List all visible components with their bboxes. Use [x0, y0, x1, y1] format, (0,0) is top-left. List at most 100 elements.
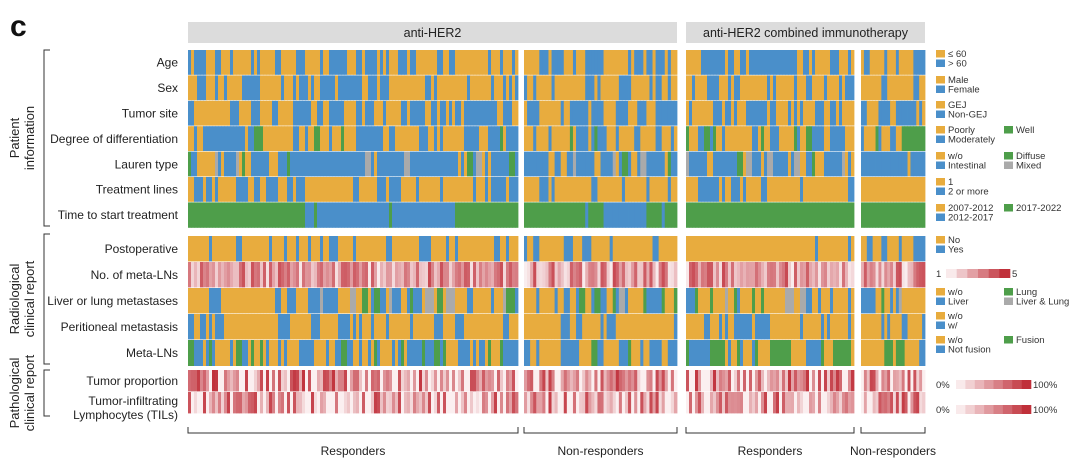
- heatmap-cell: [740, 151, 744, 177]
- heatmap-cell: [536, 236, 540, 262]
- heatmap-cell: [422, 151, 426, 177]
- heatmap-cell: [845, 392, 849, 414]
- heatmap-cell: [560, 262, 565, 288]
- heatmap-cell: [758, 126, 762, 151]
- heatmap-cell: [572, 340, 577, 366]
- heatmap-cell: [686, 177, 690, 202]
- heatmap-cell: [743, 151, 747, 177]
- heatmap-cell: [749, 151, 753, 177]
- heatmap-cell: [368, 126, 372, 151]
- heatmap-cell: [260, 288, 264, 314]
- heatmap-cell: [842, 50, 846, 75]
- heatmap-cell: [673, 177, 678, 202]
- heatmap-cell: [263, 314, 267, 340]
- heatmap-cell: [377, 236, 381, 262]
- heatmap-cell: [389, 370, 393, 392]
- heatmap-cell: [824, 177, 828, 202]
- heatmap-cell: [779, 75, 783, 101]
- heatmap-cell: [695, 126, 699, 151]
- heatmap-cell: [293, 75, 297, 101]
- heatmap-cell: [350, 314, 354, 340]
- heatmap-cell: [239, 392, 243, 414]
- heatmap-cell: [218, 202, 222, 228]
- legend-label: w/o: [947, 311, 963, 322]
- heatmap-cell: [692, 340, 696, 366]
- heatmap-cell: [785, 262, 789, 288]
- heatmap-cell: [242, 75, 246, 101]
- heatmap-cell: [863, 75, 868, 101]
- heatmap-cell: [287, 151, 291, 177]
- heatmap-cell: [188, 177, 192, 202]
- heatmap-cell: [473, 340, 477, 366]
- heatmap-cell: [658, 177, 663, 202]
- heatmap-cell: [649, 50, 653, 75]
- heatmap-cell: [308, 202, 312, 228]
- heatmap-cell: [353, 202, 357, 228]
- heatmap-cell: [401, 50, 405, 75]
- heatmap-cell: [640, 151, 644, 177]
- heatmap-cell: [695, 370, 699, 392]
- heatmap-cell: [245, 100, 249, 126]
- heatmap-cell: [383, 262, 387, 288]
- heatmap-cell: [764, 126, 768, 151]
- heatmap-cell: [326, 75, 330, 101]
- heatmap-cell: [833, 288, 837, 314]
- heatmap-cell: [494, 177, 498, 202]
- heatmap-cell: [719, 151, 723, 177]
- heatmap-cell: [515, 151, 519, 177]
- heatmap-cell: [398, 288, 402, 314]
- heatmap-cell: [895, 75, 900, 101]
- heatmap-cell: [218, 100, 222, 126]
- heatmap-cell: [398, 177, 402, 202]
- heatmap-cell: [224, 151, 228, 177]
- heatmap-cell: [473, 75, 477, 101]
- heatmap-cell: [767, 236, 771, 262]
- heatmap-cell: [395, 314, 399, 340]
- heatmap-cell: [317, 202, 321, 228]
- heatmap-cell: [245, 50, 249, 75]
- legend-swatch: [1004, 288, 1013, 296]
- heatmap-cell: [473, 126, 477, 151]
- heatmap-cell: [308, 50, 312, 75]
- heatmap-cell: [341, 126, 345, 151]
- heatmap-cell: [338, 340, 342, 366]
- heatmap-cell: [275, 236, 279, 262]
- heatmap-cell: [407, 151, 411, 177]
- heatmap-cell: [407, 50, 411, 75]
- heatmap-cell: [455, 370, 459, 392]
- heatmap-cell: [861, 151, 865, 177]
- row-label: Lymphocytes (TILs): [73, 408, 178, 422]
- heatmap-cell: [365, 392, 369, 414]
- heatmap-cell: [239, 340, 243, 366]
- heatmap-cell: [236, 340, 240, 366]
- heatmap-cell: [401, 75, 405, 101]
- heatmap-cell: [335, 392, 339, 414]
- heatmap-cell: [866, 392, 871, 414]
- heatmap-cell: [236, 202, 240, 228]
- heatmap-cell: [664, 151, 669, 177]
- heatmap-cell: [652, 236, 656, 262]
- heatmap-cell: [248, 177, 252, 202]
- heatmap-cell: [776, 202, 780, 228]
- heatmap-cell: [585, 202, 589, 228]
- heatmap-cell: [257, 100, 261, 126]
- heatmap-cell: [494, 100, 498, 126]
- heatmap-cell: [425, 50, 429, 75]
- heatmap-cell: [597, 236, 601, 262]
- heatmap-cell: [287, 236, 291, 262]
- heatmap-cell: [227, 236, 231, 262]
- heatmap-cell: [594, 100, 598, 126]
- heatmap-cell: [770, 236, 774, 262]
- heatmap-cell: [686, 262, 690, 288]
- heatmap-cell: [284, 177, 288, 202]
- heatmap-cell: [221, 340, 225, 366]
- heatmap-cell: [658, 50, 663, 75]
- heatmap-cell: [290, 75, 294, 101]
- heatmap-cell: [725, 126, 729, 151]
- heatmap-cell: [907, 202, 911, 228]
- heatmap-cell: [254, 75, 258, 101]
- heatmap-cell: [383, 50, 387, 75]
- heatmap-cell: [395, 340, 399, 366]
- heatmap-cell: [557, 314, 562, 340]
- heatmap-cell: [734, 262, 738, 288]
